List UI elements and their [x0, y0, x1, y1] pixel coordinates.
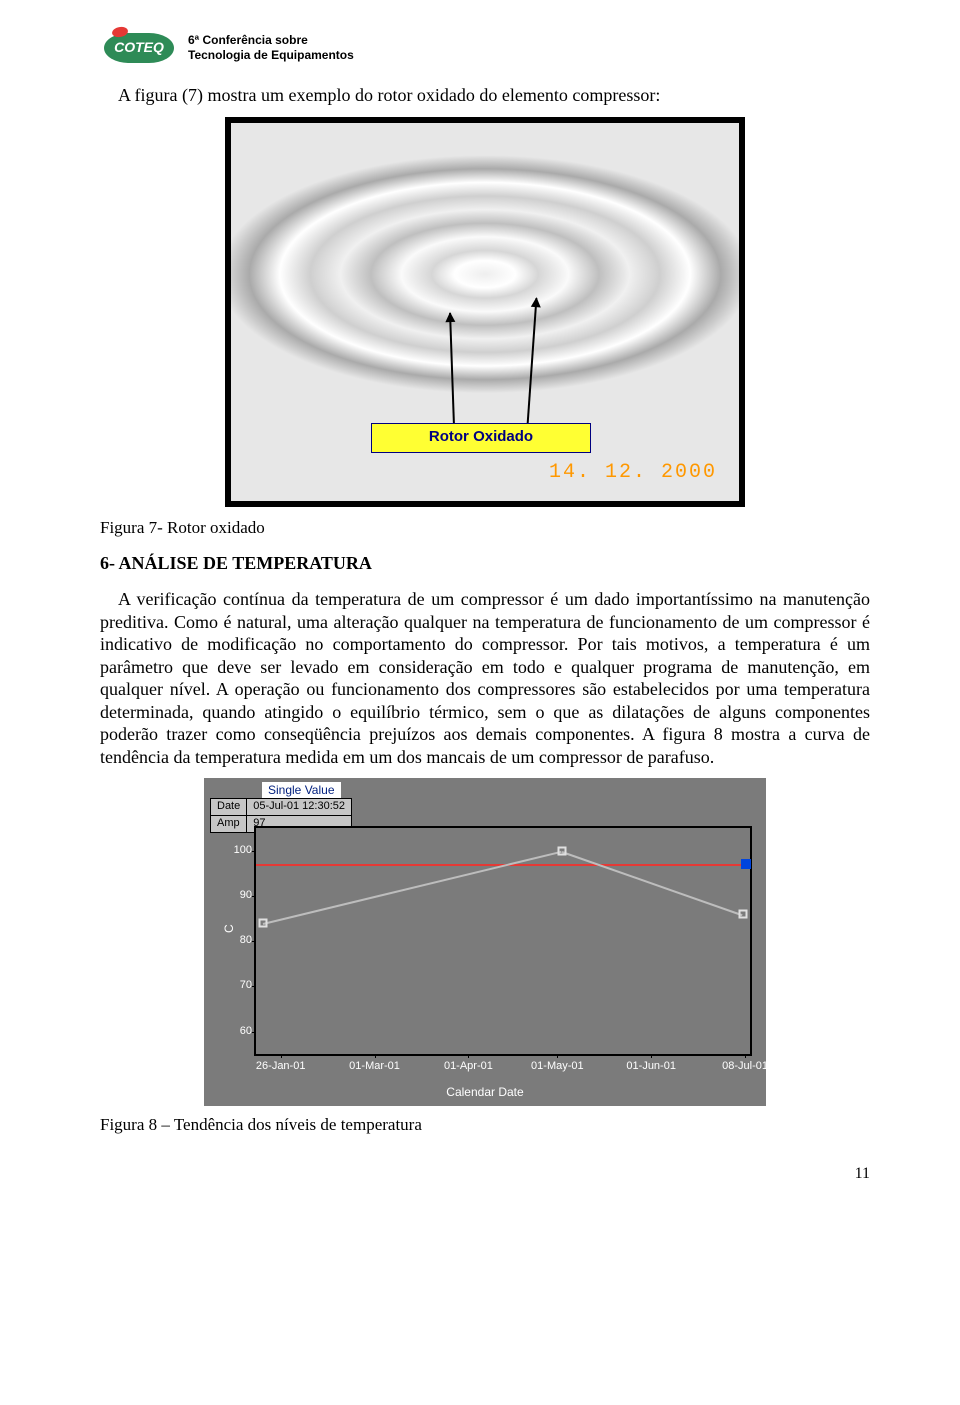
- info-cell: Amp: [211, 816, 247, 833]
- info-cell: 05-Jul-01 12:30:52: [247, 799, 352, 816]
- arrow-icon: [449, 312, 455, 424]
- figure-7-frame: Rotor Oxidado 14. 12. 2000: [225, 117, 745, 507]
- arrow-icon: [527, 298, 538, 425]
- x-tick-label: 01-Mar-01: [349, 1060, 400, 1074]
- series-segment: [562, 851, 743, 916]
- intro-paragraph: A figura (7) mostra um exemplo do rotor …: [100, 84, 870, 107]
- y-axis-label: C: [222, 925, 237, 934]
- figure-7-photo: Rotor Oxidado 14. 12. 2000: [231, 123, 739, 501]
- x-tick-label: 01-Jun-01: [626, 1060, 676, 1074]
- x-tick-label: 01-Apr-01: [444, 1060, 493, 1074]
- y-tick-label: 80: [240, 934, 252, 948]
- figure-8: Single Value Date 05-Jul-01 12:30:52 Amp…: [100, 778, 870, 1106]
- header-line-2: Tecnologia de Equipamentos: [188, 48, 354, 63]
- chart-title: Single Value: [262, 782, 341, 799]
- trend-chart: Single Value Date 05-Jul-01 12:30:52 Amp…: [204, 778, 766, 1106]
- x-tick-label: 08-Jul-01: [722, 1060, 768, 1074]
- figure-7: Rotor Oxidado 14. 12. 2000: [100, 117, 870, 507]
- current-indicator: [741, 859, 751, 869]
- x-tick-label: 01-May-01: [531, 1060, 584, 1074]
- data-marker: [738, 910, 747, 919]
- data-marker: [259, 919, 268, 928]
- logo-text: COTEQ: [104, 33, 174, 63]
- y-tick-label: 90: [240, 889, 252, 903]
- info-cell: Date: [211, 799, 247, 816]
- header-text: 6ª Conferência sobre Tecnologia de Equip…: [188, 33, 354, 63]
- figure-7-caption: Figura 7- Rotor oxidado: [100, 517, 870, 538]
- photo-timestamp: 14. 12. 2000: [549, 460, 717, 485]
- figure-8-caption: Figura 8 – Tendência dos níveis de tempe…: [100, 1114, 870, 1135]
- body-paragraph: A verificação contínua da temperatura de…: [100, 588, 870, 768]
- y-tick-label: 60: [240, 1025, 252, 1039]
- page-header: COTEQ 6ª Conferência sobre Tecnologia de…: [100, 30, 870, 66]
- page-number: 11: [855, 1164, 870, 1184]
- logo: COTEQ: [100, 30, 178, 66]
- data-marker: [558, 846, 567, 855]
- section-6-title: 6- ANÁLISE DE TEMPERATURA: [100, 552, 870, 575]
- y-tick-label: 70: [240, 980, 252, 994]
- x-tick-label: 26-Jan-01: [256, 1060, 306, 1074]
- header-line-1: 6ª Conferência sobre: [188, 33, 354, 48]
- series-segment: [263, 851, 562, 925]
- chart-plot-area: 6070809010026-Jan-0101-Mar-0101-Apr-0101…: [254, 826, 752, 1056]
- x-axis-label: Calendar Date: [446, 1085, 523, 1100]
- y-tick-label: 100: [234, 844, 252, 858]
- rotor-oxidado-label: Rotor Oxidado: [371, 423, 591, 453]
